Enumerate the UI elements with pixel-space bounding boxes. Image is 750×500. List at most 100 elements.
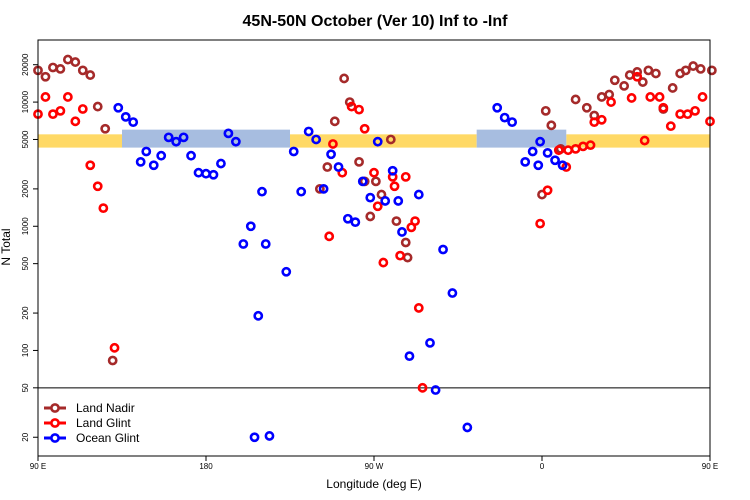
point-ocean-glint-27	[303, 126, 314, 137]
point-land-glint-10	[109, 342, 120, 353]
point-land-nadir-13	[329, 116, 340, 127]
x-axis-label: Longitude (deg E)	[326, 477, 421, 491]
chart-title: 45N-50N October (Ver 10) Inf to -Inf	[243, 13, 509, 30]
point-ocean-glint-49	[499, 112, 510, 123]
point-land-glint-11	[324, 231, 335, 242]
point-ocean-glint-47	[462, 422, 473, 433]
point-land-nadir-14	[339, 73, 350, 84]
band-0-segment-2	[566, 134, 710, 148]
point-ocean-glint-41	[404, 351, 415, 362]
point-ocean-glint-26	[296, 186, 307, 197]
point-land-glint-39	[626, 93, 637, 103]
point-land-nadir-35	[619, 81, 630, 91]
point-land-glint-49	[697, 92, 708, 102]
point-land-glint-33	[570, 143, 581, 154]
x-tick-label-2: 90 W	[365, 462, 384, 471]
point-land-glint-8	[92, 181, 103, 192]
point-land-nadir-10	[107, 355, 118, 366]
point-ocean-glint-35	[365, 192, 376, 203]
point-ocean-glint-54	[535, 136, 546, 147]
point-land-nadir-46	[695, 64, 706, 74]
legend-label-0: Land Nadir	[76, 401, 135, 415]
band-0-segment-0	[38, 134, 122, 148]
point-ocean-glint-30	[326, 149, 336, 160]
point-land-glint-4	[62, 92, 73, 102]
y-tick-label-1: 50	[21, 383, 30, 392]
point-ocean-glint-23	[264, 431, 275, 441]
band-1-segment-1	[476, 129, 567, 148]
point-land-nadir-6	[77, 65, 88, 76]
y-axis-label: N Total	[0, 228, 13, 265]
point-land-nadir-19	[370, 176, 381, 187]
point-ocean-glint-16	[230, 136, 241, 147]
point-ocean-glint-53	[533, 160, 544, 171]
point-land-glint-43	[654, 92, 665, 102]
point-ocean-glint-22	[260, 239, 271, 249]
point-land-nadir-8	[92, 101, 103, 112]
point-land-nadir-4	[62, 54, 73, 65]
point-land-nadir-39	[643, 65, 654, 76]
point-ocean-glint-46	[447, 288, 458, 298]
point-land-nadir-45	[688, 61, 699, 71]
point-ocean-glint-20	[253, 310, 264, 321]
y-axis: 20 50 100 200 500 1000 2000 5000 10000 20000	[21, 53, 38, 442]
point-ocean-glint-56	[550, 155, 560, 166]
y-tick-label-9: 20000	[21, 53, 30, 76]
point-land-glint-29	[542, 185, 553, 196]
point-ocean-glint-11	[193, 167, 204, 178]
point-land-glint-45	[665, 121, 676, 132]
x-axis: 90 E 180 90 W 0 90 E	[30, 456, 718, 471]
point-land-glint-44	[658, 102, 669, 113]
point-land-nadir-34	[609, 75, 620, 86]
point-ocean-glint-25	[288, 146, 299, 157]
point-ocean-glint-50	[507, 117, 518, 128]
point-land-glint-19	[378, 257, 389, 268]
point-land-nadir-7	[85, 70, 96, 80]
legend-marker-2	[50, 433, 60, 443]
data-points	[33, 54, 717, 443]
point-ocean-glint-2	[128, 117, 139, 128]
point-ocean-glint-36	[372, 136, 383, 147]
point-land-nadir-42	[667, 83, 678, 93]
point-land-glint-16	[359, 123, 370, 134]
point-land-nadir-24	[402, 252, 413, 263]
point-land-glint-2	[48, 109, 58, 120]
point-land-glint-17	[369, 167, 379, 178]
point-land-nadir-38	[637, 77, 648, 87]
point-land-glint-23	[400, 171, 411, 182]
point-land-glint-21	[389, 181, 400, 192]
point-land-nadir-37	[632, 67, 643, 77]
point-ocean-glint-39	[393, 196, 404, 206]
x-tick-label-3: 0	[540, 462, 545, 471]
plot-frame	[37, 39, 711, 457]
point-land-nadir-21	[385, 134, 396, 145]
y-tick-label-5: 1000	[21, 217, 30, 235]
point-ocean-glint-14	[216, 158, 226, 169]
legend-label-1: Land Glint	[76, 416, 131, 430]
x-tick-label-4: 90 E	[702, 462, 718, 471]
point-land-glint-15	[354, 104, 364, 115]
point-land-nadir-11	[314, 183, 325, 194]
point-land-glint-12	[328, 139, 338, 149]
point-land-glint-46	[675, 109, 686, 120]
point-land-nadir-23	[400, 237, 411, 248]
point-ocean-glint-52	[527, 146, 538, 157]
point-ocean-glint-13	[208, 169, 219, 180]
point-ocean-glint-10	[186, 150, 196, 161]
point-ocean-glint-51	[520, 156, 531, 167]
legend-marker-1	[50, 418, 60, 428]
point-land-glint-18	[372, 201, 383, 212]
point-land-nadir-26	[540, 105, 551, 116]
y-tick-label-2: 100	[21, 343, 30, 357]
point-land-nadir-1	[40, 71, 51, 82]
point-land-glint-30	[553, 145, 564, 156]
y-tick-label-6: 2000	[21, 179, 30, 197]
point-land-glint-47	[682, 109, 693, 120]
point-land-nadir-22	[391, 216, 402, 227]
y-tick-label-0: 20	[21, 432, 30, 441]
point-ocean-glint-44	[430, 385, 441, 395]
point-land-nadir-2	[48, 62, 58, 73]
background-bands	[38, 129, 710, 148]
